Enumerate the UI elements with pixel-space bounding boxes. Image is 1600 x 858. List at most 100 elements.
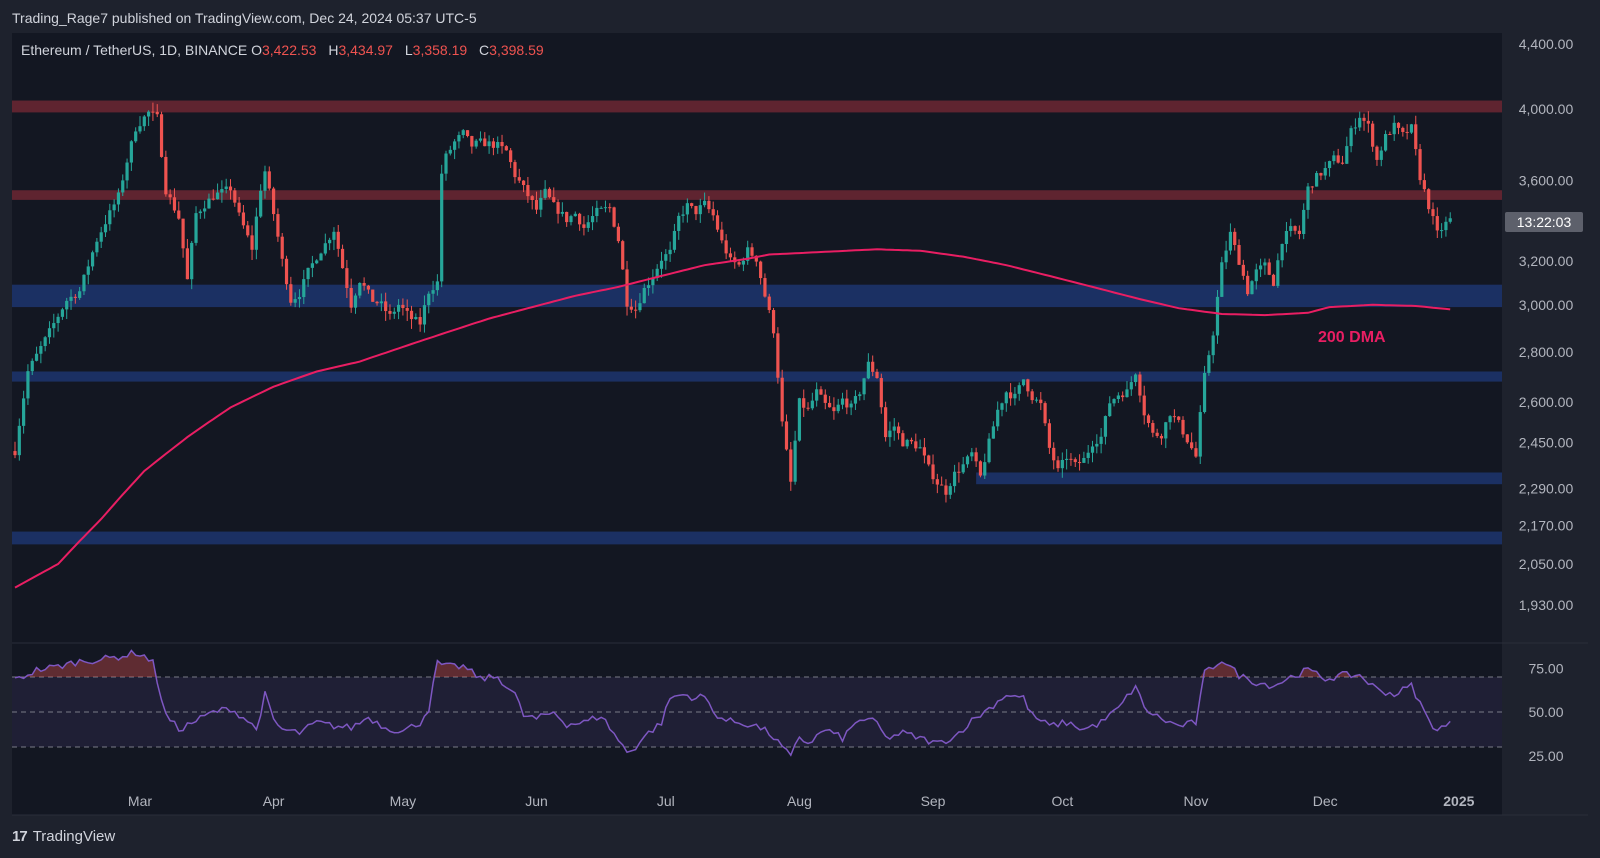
candle-body [565, 211, 569, 223]
candle [1052, 442, 1056, 470]
candle [1297, 225, 1301, 240]
candle-body [418, 317, 422, 325]
candle-body [1112, 399, 1116, 404]
candle [465, 130, 470, 138]
candle [263, 165, 267, 199]
candle [875, 368, 879, 379]
candle [1323, 161, 1327, 180]
time-tick-label: Sep [921, 793, 946, 809]
candle-body [1254, 269, 1258, 282]
candle [521, 180, 526, 193]
candle-body [1220, 262, 1224, 297]
candle-body [134, 131, 138, 142]
candle [470, 135, 474, 154]
candle [1332, 150, 1336, 165]
candle-body [1077, 462, 1082, 464]
candle-body [763, 278, 767, 297]
candle [970, 447, 974, 462]
candle [121, 174, 125, 197]
candle [634, 300, 638, 319]
candle-body [289, 284, 293, 303]
time-tick-label: Jul [657, 793, 675, 809]
candle [1138, 371, 1142, 403]
candle [905, 438, 909, 449]
candle [1108, 396, 1112, 417]
candle-body [116, 192, 121, 205]
candle-body [306, 267, 310, 280]
candle-body [1431, 209, 1435, 217]
candle-body [315, 260, 319, 264]
candle-body [1194, 448, 1198, 457]
candle-body [806, 407, 810, 409]
zone-support-2 [12, 284, 1502, 308]
candle-body [1034, 399, 1039, 401]
candle-body [664, 254, 668, 261]
candle [1198, 405, 1202, 464]
candle [487, 135, 491, 154]
candle [987, 433, 991, 464]
candle-body [155, 111, 159, 115]
candle [340, 244, 345, 269]
candle [1151, 420, 1155, 438]
candle-body [797, 398, 802, 441]
candle-body [457, 135, 461, 142]
candle [371, 289, 375, 302]
candle-body [1021, 379, 1026, 386]
candle-body [608, 207, 612, 209]
candle-body [896, 426, 901, 434]
candle-body [836, 404, 840, 412]
candle-body [284, 258, 289, 285]
candle-body [1185, 434, 1189, 443]
candle [405, 299, 409, 321]
candle [483, 132, 487, 147]
candle-body [590, 216, 595, 223]
candle-body [629, 306, 633, 310]
candle [56, 313, 60, 332]
candle [668, 241, 672, 262]
price-tick-label: 2,290.00 [1519, 481, 1574, 497]
candle-body [52, 323, 56, 329]
candle [1220, 256, 1224, 297]
candle [293, 292, 297, 308]
candle [1336, 148, 1340, 164]
candle [815, 382, 819, 407]
candle-body [1026, 379, 1030, 392]
candle-body [147, 111, 151, 117]
candle [690, 202, 694, 209]
candle [142, 115, 146, 131]
candle-body [1340, 162, 1345, 164]
candle [724, 234, 728, 260]
candle-body [909, 439, 914, 442]
candle-body [1284, 230, 1289, 244]
candle-body [1371, 123, 1375, 147]
candle-body [1250, 281, 1254, 295]
candle-body [65, 300, 69, 310]
candle [517, 168, 521, 184]
candle [284, 255, 289, 290]
candle [1116, 392, 1120, 404]
candle [168, 189, 172, 205]
candle-body [276, 214, 280, 237]
candle-body [1159, 435, 1164, 439]
candle [427, 291, 431, 314]
candle-body [621, 241, 625, 270]
candle [388, 304, 392, 320]
tradingview-brand[interactable]: 17 TradingView [12, 828, 115, 845]
candle-body [940, 484, 944, 486]
candle-body [513, 162, 517, 178]
candle-body [1280, 243, 1284, 261]
ohlc-legend: Ethereum / TetherUS, 1D, BINANCE O3,422.… [21, 42, 552, 58]
candle-body [332, 231, 336, 240]
candle [750, 243, 754, 258]
candle-body [1056, 460, 1060, 469]
candle [1383, 130, 1388, 152]
candle-body [142, 116, 146, 127]
candle-body [263, 171, 267, 191]
candle-body [974, 452, 978, 462]
candle-body [922, 447, 927, 456]
candle-body [690, 203, 694, 207]
candle [1112, 398, 1116, 407]
candle [547, 187, 552, 199]
candle [1254, 263, 1258, 290]
